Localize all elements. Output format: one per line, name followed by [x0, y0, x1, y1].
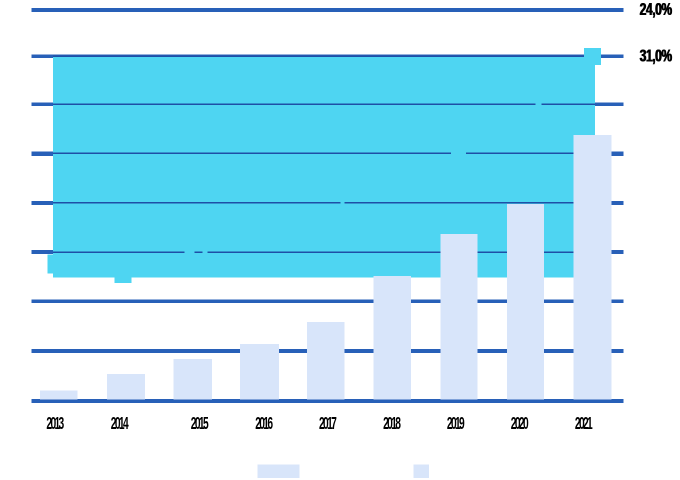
- svg-text:24,0%: 24,0%: [639, 0, 671, 20]
- svg-text:2014: 2014: [111, 414, 129, 434]
- svg-text:24,0%: 24,0%: [640, 0, 672, 20]
- svg-text:2019: 2019: [447, 414, 465, 434]
- svg-text:31,0%: 31,0%: [639, 46, 671, 66]
- svg-text:2021: 2021: [575, 414, 593, 434]
- svg-text:2017: 2017: [319, 414, 337, 434]
- svg-text:2018: 2018: [383, 414, 401, 434]
- svg-text:2020: 2020: [511, 414, 529, 434]
- svg-text:2016: 2016: [255, 414, 273, 434]
- svg-text:2013: 2013: [46, 414, 64, 434]
- svg-text:31,0%: 31,0%: [640, 46, 672, 66]
- svg-text:2015: 2015: [191, 414, 209, 434]
